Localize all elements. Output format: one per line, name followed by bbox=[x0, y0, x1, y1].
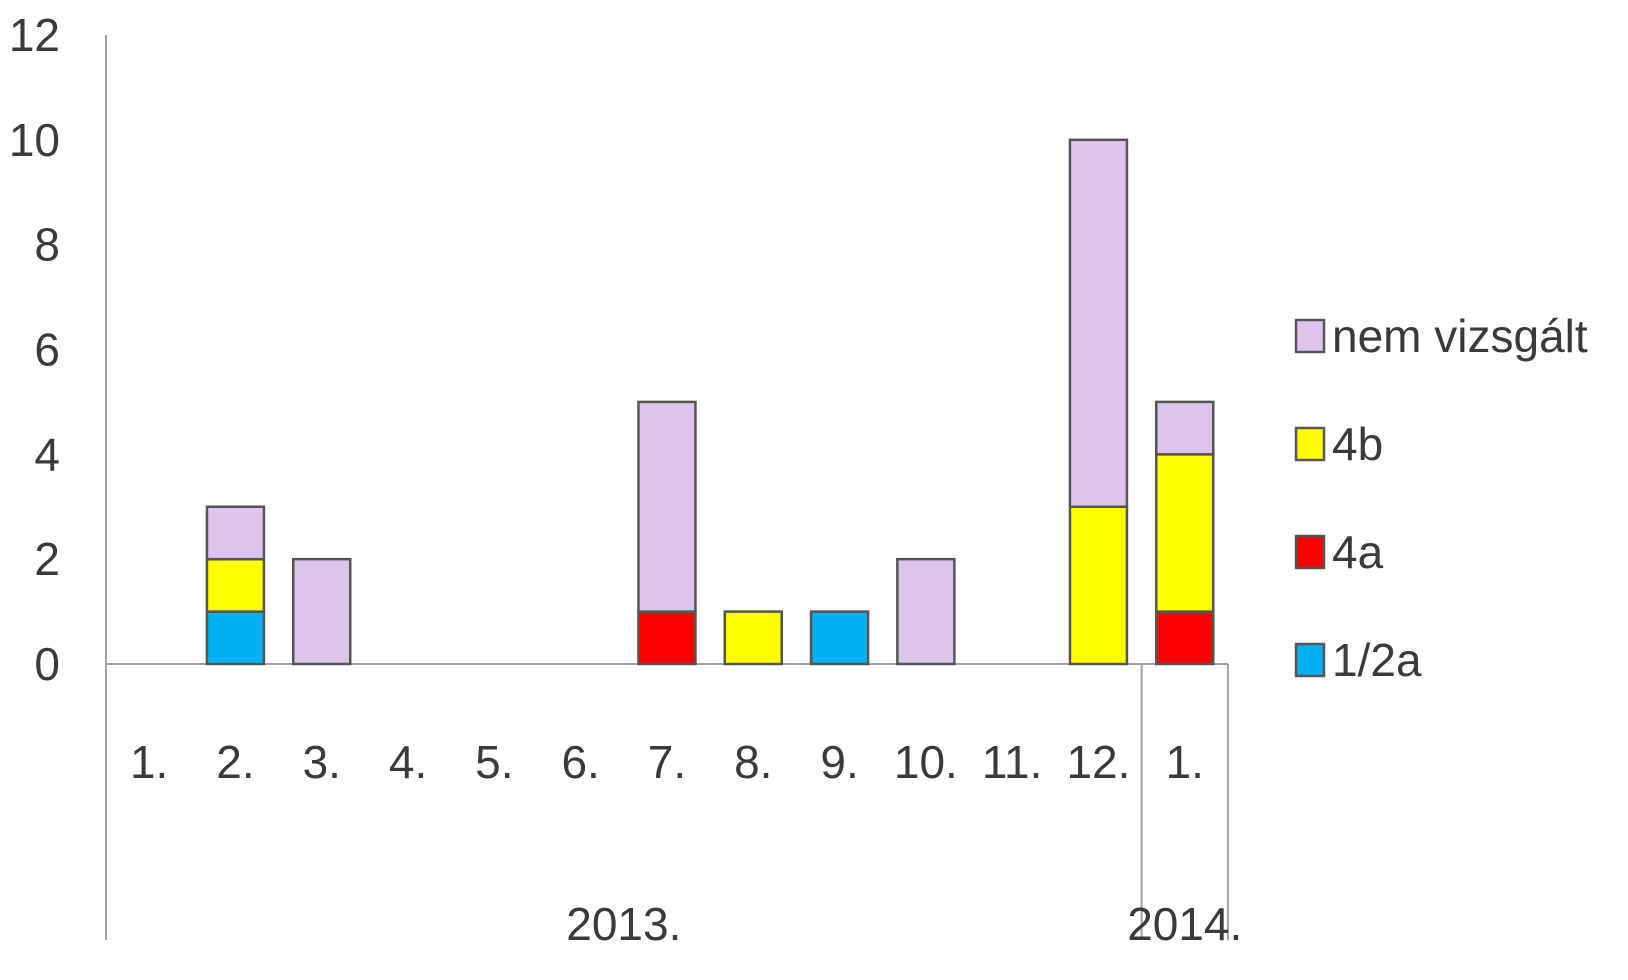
y-tick-label: 0 bbox=[34, 638, 60, 690]
y-tick-label: 6 bbox=[34, 324, 60, 376]
bars bbox=[205, 138, 1215, 666]
x-group-label: 2013. bbox=[566, 898, 681, 950]
bar-segment bbox=[1155, 400, 1215, 456]
y-tick-label: 8 bbox=[34, 219, 60, 271]
y-tick-label: 4 bbox=[34, 428, 60, 480]
y-tick-label: 12 bbox=[9, 9, 60, 61]
bar-segment bbox=[292, 557, 352, 666]
x-tick-label: 7. bbox=[648, 736, 686, 788]
bar-segment bbox=[1155, 453, 1215, 613]
x-tick-label: 9. bbox=[820, 736, 858, 788]
x-tick-label: 8. bbox=[734, 736, 772, 788]
x-tick-label: 11. bbox=[982, 736, 1043, 788]
legend-label: 4b bbox=[1332, 418, 1383, 470]
y-tick-label: 2 bbox=[34, 533, 60, 585]
bar-segment bbox=[637, 610, 697, 666]
bar-segment bbox=[1155, 610, 1215, 666]
bar-segment bbox=[809, 610, 870, 666]
x-tick-label: 3. bbox=[303, 736, 341, 788]
legend-label: nem vizsgált bbox=[1332, 310, 1588, 362]
x-tick-label: 4. bbox=[389, 736, 427, 788]
bar-segment bbox=[637, 400, 697, 613]
legend-label: 1/2a bbox=[1332, 634, 1422, 686]
x-axis-ticks: 1. 2. 3. 4. 5. 6. 7. 8. 9. 10. 11. 12. 1. bbox=[130, 736, 1204, 788]
x-tick-label: 1. bbox=[130, 736, 168, 788]
x-group-label: 2014. bbox=[1127, 898, 1242, 950]
legend-swatch bbox=[1294, 318, 1326, 354]
y-tick-label: 10 bbox=[9, 114, 60, 166]
bar-segment bbox=[1068, 505, 1129, 666]
x-tick-label: 6. bbox=[561, 736, 599, 788]
legend-swatch bbox=[1294, 534, 1326, 570]
legend-label: 4a bbox=[1332, 526, 1384, 578]
bar-segment bbox=[723, 610, 783, 666]
x-tick-label: 2. bbox=[216, 736, 254, 788]
x-tick-label: 5. bbox=[475, 736, 513, 788]
bar-segment bbox=[1068, 138, 1129, 508]
bar-segment bbox=[205, 505, 266, 561]
x-axis-groups: 2013. 2014. bbox=[566, 898, 1242, 950]
x-tick-label: 12. bbox=[1066, 736, 1130, 788]
y-axis-ticks: 0 2 4 6 8 10 12 bbox=[9, 9, 60, 690]
legend-swatch bbox=[1294, 642, 1326, 678]
legend: nem vizsgált 4b 4a 1/2a bbox=[1294, 310, 1588, 686]
x-tick-label: 1. bbox=[1166, 736, 1204, 788]
bar-segment bbox=[896, 557, 956, 666]
bar-segment bbox=[205, 557, 266, 613]
legend-swatch bbox=[1294, 426, 1326, 462]
bar-segment bbox=[205, 610, 266, 666]
x-tick-label: 10. bbox=[894, 736, 958, 788]
